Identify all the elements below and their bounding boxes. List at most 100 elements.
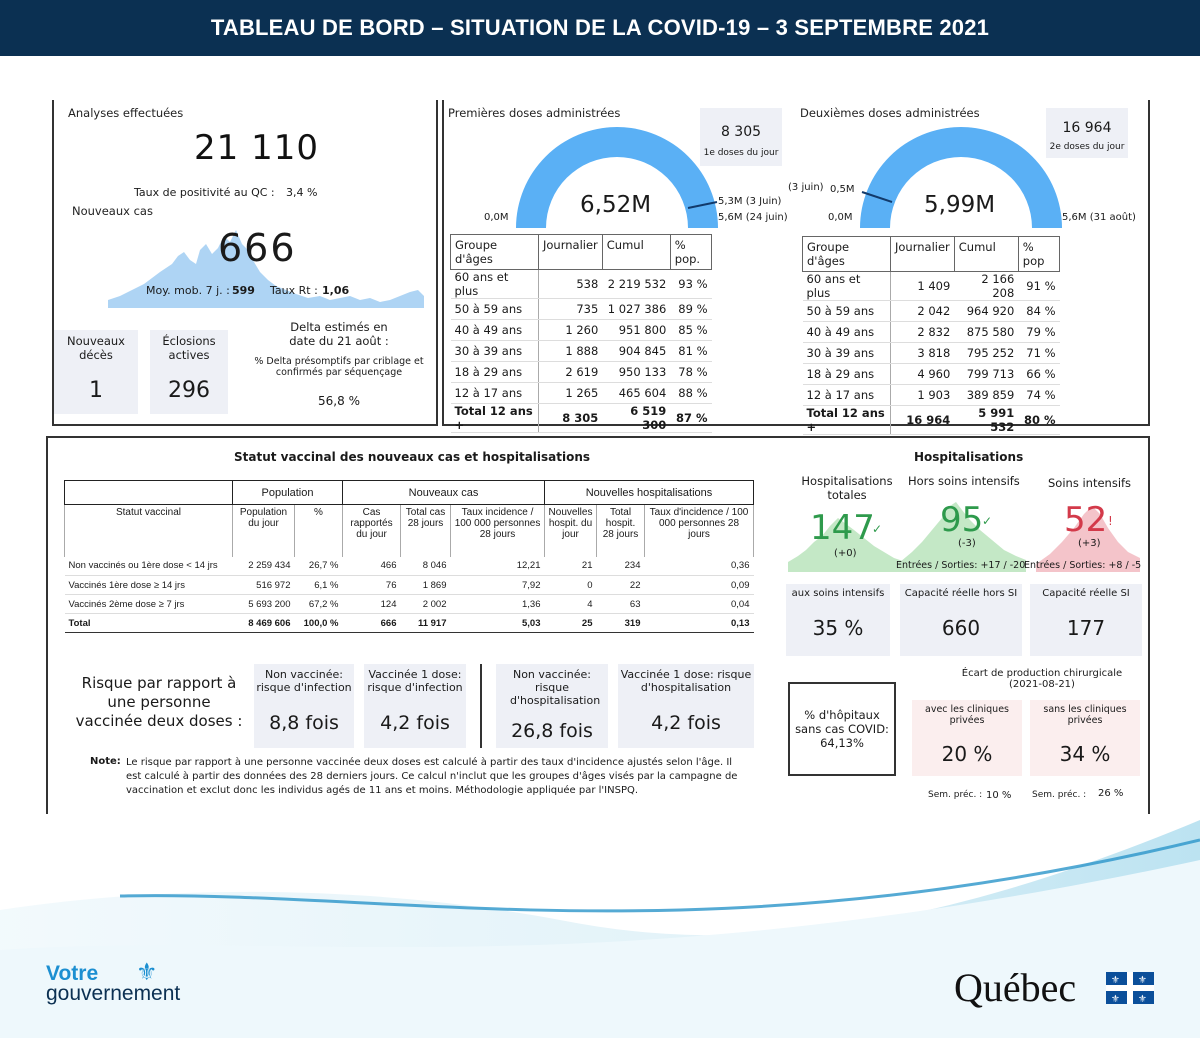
dose2-cell: 79 % — [1018, 321, 1060, 343]
rt-value: 1,06 — [322, 284, 350, 297]
status-cell: 5,03 — [450, 613, 545, 633]
dose2-cell: 2 042 — [890, 300, 955, 322]
dose2-col-1: Journalier — [890, 236, 955, 272]
dose2-cell: 4 960 — [890, 363, 955, 385]
status-cell: 234 — [596, 556, 645, 576]
dose2-gauge-min: 0,0M — [828, 212, 853, 223]
status-cell: 666 — [342, 613, 401, 633]
risk-value-4: 4,2 fois — [651, 712, 721, 734]
dose2-row: 18 à 29 ans 4 960 799 713 66 % — [802, 363, 1060, 385]
dose1-gauge — [516, 127, 718, 228]
delta-desc: % Delta présomptifs par criblage et conf… — [254, 356, 424, 378]
footer-wave — [0, 820, 1200, 1038]
status-row: Vaccinés 1ère dose ≥ 14 jrs 516 972 6,1 % 7… — [64, 575, 754, 595]
risk-box-2: Vaccinée 1 dose: risque d'infection 4,2 … — [364, 664, 466, 748]
hosp-title: Hospitalisations — [914, 450, 1024, 464]
status-cell: 2 259 434 — [232, 556, 295, 576]
status-cell: 63 — [596, 594, 645, 614]
dose1-cell: 904 845 — [602, 340, 671, 362]
gov-line1: Votre — [46, 962, 99, 985]
dose1-row: 40 à 49 ans 1 260 951 800 85 % — [450, 319, 712, 341]
hosp-hors-check-icon: ✓ — [982, 514, 993, 528]
group-new-hosp: Nouvelles hospitalisations — [544, 480, 754, 505]
dose1-daily-box: 8 305 1e doses du jour — [700, 108, 782, 166]
dose2-row: 60 ans et plus 1 409 2 166 208 91 % — [802, 271, 1060, 301]
dose1-cell: 60 ans et plus — [450, 269, 539, 299]
hosp-hors-value: 95 — [940, 500, 984, 540]
cap-hors-box: Capacité réelle hors SI 660 — [900, 584, 1022, 656]
sub-hosp-day: Nouvelles hospit. du jour — [544, 504, 597, 557]
dose1-gauge-value: 6,52M — [580, 192, 652, 218]
note-text: Le risque par rapport à une personne vac… — [126, 757, 738, 796]
group-new-cases: Nouveaux cas — [342, 480, 545, 505]
dose1-cell: 8 305 — [538, 403, 603, 433]
positivity-label: Taux de positivité au QC : — [134, 186, 275, 199]
outbreaks-label: Éclosions actives — [162, 334, 216, 362]
dose2-cell: 2 832 — [890, 321, 955, 343]
status-cell: 6,1 % — [294, 575, 343, 595]
dose1-cell: 6 519 300 — [602, 403, 671, 433]
hosp-si-alert-icon: ! — [1108, 514, 1113, 528]
dose2-table: Groupe d'âges Journalier Cumul % pop 60 … — [802, 236, 1061, 435]
group-population: Population — [232, 480, 343, 505]
dose2-cell: 1 903 — [890, 384, 955, 406]
dose2-cell: 3 818 — [890, 342, 955, 364]
with-clinics-value: 20 % — [941, 742, 993, 766]
aux-label: aux soins intensifs — [791, 588, 885, 599]
hosp-si-chart — [1036, 506, 1140, 572]
status-cell: 8 046 — [400, 556, 451, 576]
dose2-gauge — [860, 127, 1062, 228]
dose2-cell: 40 à 49 ans — [802, 321, 891, 343]
dose1-cell: 465 604 — [602, 382, 671, 404]
cap-hors-label: Capacité réelle hors SI — [904, 588, 1018, 599]
quebec-flag-icon: ⚜ ⚜ ⚜ ⚜ — [1106, 972, 1154, 1004]
outbreaks-value: 296 — [168, 378, 210, 403]
dose1-cell: 1 265 — [538, 382, 603, 404]
status-row: Non vaccinés ou 1ère dose < 14 jrs 2 259 … — [64, 556, 754, 576]
status-cell: 7,92 — [450, 575, 545, 595]
dose1-cell: 78 % — [670, 361, 712, 383]
risk-title-3: Non vaccinée: risque d'hospitalisation — [510, 668, 601, 707]
hosp-si-value: 52 — [1064, 500, 1108, 540]
dose2-cell: 5 991 532 — [954, 405, 1019, 435]
dose2-daily-box: 16 964 2e doses du jour — [1046, 108, 1128, 158]
dose1-cell: 1 027 386 — [602, 298, 671, 320]
deaths-value: 1 — [89, 378, 103, 403]
sub-hosp-28: Total hospit. 28 jours — [596, 504, 645, 557]
status-cell: Vaccinés 2ème dose ≥ 7 jrs — [64, 594, 233, 614]
sub-cases-day: Cas rapportés du jour — [342, 504, 401, 557]
sub-cases-28: Total cas 28 jours — [400, 504, 451, 557]
dose2-cell: 2 166 208 — [954, 271, 1019, 301]
dose1-cell: 2 619 — [538, 361, 603, 383]
status-cell: 12,21 — [450, 556, 545, 576]
dose1-cell: 735 — [538, 298, 603, 320]
hospitals-box: % d'hôpitaux sans cas COVID: 64,13% — [788, 682, 896, 776]
dose2-cell: 60 ans et plus — [802, 271, 891, 301]
cap-si-label: Capacité réelle SI — [1042, 588, 1130, 599]
quebec-logo: Québec ⚜ ⚜ ⚜ ⚜ — [954, 964, 1160, 1012]
dose2-col-0: Groupe d'âges — [802, 236, 891, 272]
sub-cases-rate: Taux incidence / 100 000 personnes 28 jo… — [450, 504, 545, 557]
status-cell: Non vaccinés ou 1ère dose < 14 jrs — [64, 556, 233, 576]
status-cell: 5 693 200 — [232, 594, 295, 614]
status-cell: Total — [64, 613, 233, 633]
dose1-col-2: Cumul — [601, 234, 671, 270]
hosp-si-label: Soins intensifs — [1048, 476, 1132, 490]
dose1-col-0: Groupe d'âges — [450, 234, 539, 270]
dose2-cell: 71 % — [1018, 342, 1060, 364]
dose1-cell: 93 % — [670, 269, 712, 299]
risk-box-4: Vaccinée 1 dose: risque d'hospitalisatio… — [618, 664, 754, 748]
status-panel: Statut vaccinal des nouveaux cas et hosp… — [46, 436, 1150, 814]
dose1-table-body: 60 ans et plus 538 2 219 532 93 % 50 à 59 an… — [450, 269, 712, 433]
dose2-cell: 50 à 59 ans — [802, 300, 891, 322]
dose2-table-body: 60 ans et plus 1 409 2 166 208 91 % 50 à 59 … — [802, 271, 1060, 435]
svg-text:⚜: ⚜ — [1111, 975, 1120, 986]
deaths-label: Nouveaux décès — [67, 334, 125, 362]
dose1-row: 60 ans et plus 538 2 219 532 93 % — [450, 269, 712, 299]
doses-panel: Premières doses administrées 8 305 1e do… — [442, 100, 1150, 435]
dose2-gauge-value: 5,99M — [924, 192, 996, 218]
dose1-col-3: % pop. — [669, 234, 713, 270]
dose1-gauge-min: 0,0M — [484, 212, 509, 223]
cases-area-chart — [108, 230, 424, 308]
status-total-row: Total 8 469 606 100,0 % 666 11 917 5,03 25 319 0… — [64, 613, 754, 633]
